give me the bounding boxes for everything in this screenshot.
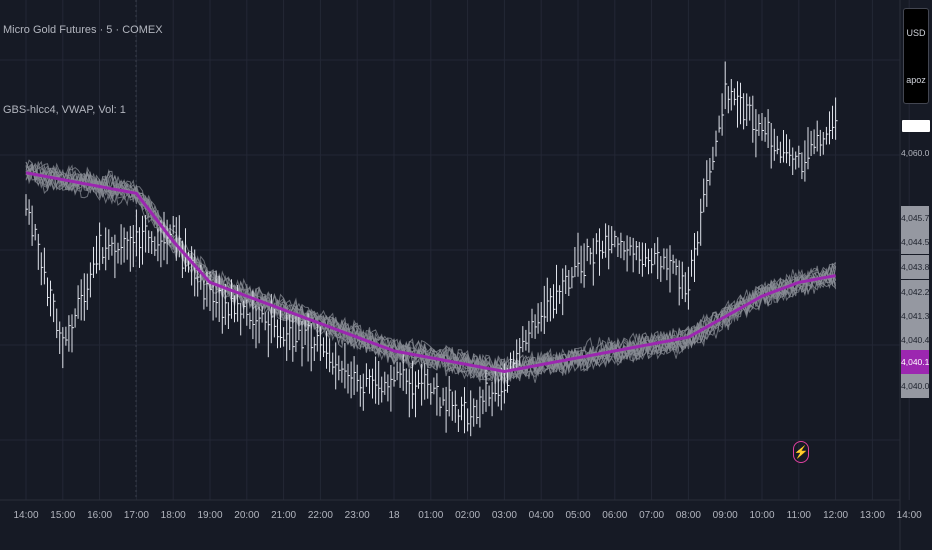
time-tick-label: 19:00 <box>197 510 223 521</box>
price-tick-label: 4,041.3 <box>901 304 929 328</box>
time-tick-label: 21:00 <box>271 510 297 521</box>
time-tick-label: 16:00 <box>87 510 113 521</box>
time-tick-label: 20:00 <box>234 510 260 521</box>
price-tick-label: 4,040.4 <box>901 328 929 352</box>
currency-label: USD <box>906 27 926 38</box>
time-tick-label: 05:00 <box>565 510 591 521</box>
price-tick-label: 4,044.5 <box>901 230 929 254</box>
time-tick-label: 12:00 <box>823 510 849 521</box>
time-tick-label: 02:00 <box>455 510 481 521</box>
price-tick-label: 4,040.0 <box>901 374 929 398</box>
time-tick-label: 14:00 <box>13 510 39 521</box>
currency-selector[interactable]: USD apoz <box>903 8 929 104</box>
time-tick-label: 11:00 <box>786 510 811 521</box>
time-tick-label: 22:00 <box>307 510 333 521</box>
price-tick-label: 4,042.2 <box>901 280 929 304</box>
price-tick-label: 4,043.8 <box>901 255 929 279</box>
vwap-line <box>25 171 836 373</box>
time-tick-label: 14:00 <box>896 510 922 521</box>
price-bars <box>25 61 838 437</box>
time-tick-label: 09:00 <box>712 510 738 521</box>
last-price-tag <box>902 120 930 132</box>
time-tick-label: 03:00 <box>491 510 517 521</box>
time-tick-label: 08:00 <box>675 510 701 521</box>
time-tick-label: 04:00 <box>528 510 554 521</box>
time-tick-label: 07:00 <box>639 510 665 521</box>
price-tick-top: 4,060.0 <box>901 148 930 158</box>
time-tick-label: 13:00 <box>859 510 885 521</box>
symbol-legend[interactable]: Micro Gold Futures · 5 · COMEX <box>3 24 163 36</box>
time-tick-label: 10:00 <box>749 510 775 521</box>
flash-icon[interactable]: ⚡ <box>793 441 809 463</box>
time-tick-label: 15:00 <box>50 510 76 521</box>
vwap-series-line <box>25 171 836 373</box>
indicator-legend[interactable]: GBS-hlcc4, VWAP, Vol: 1 <box>3 104 126 116</box>
time-tick-label: 17:00 <box>123 510 149 521</box>
price-tick-label: 4,040.1 <box>901 350 929 374</box>
time-tick-label: 01:00 <box>418 510 444 521</box>
currency-secondary-label: apoz <box>906 74 926 85</box>
time-tick-label: 23:00 <box>344 510 370 521</box>
time-tick-label: 18 <box>388 510 400 521</box>
price-tick-label: 4,045.7 <box>901 206 929 230</box>
time-tick-label: 18:00 <box>160 510 186 521</box>
time-tick-label: 06:00 <box>602 510 628 521</box>
